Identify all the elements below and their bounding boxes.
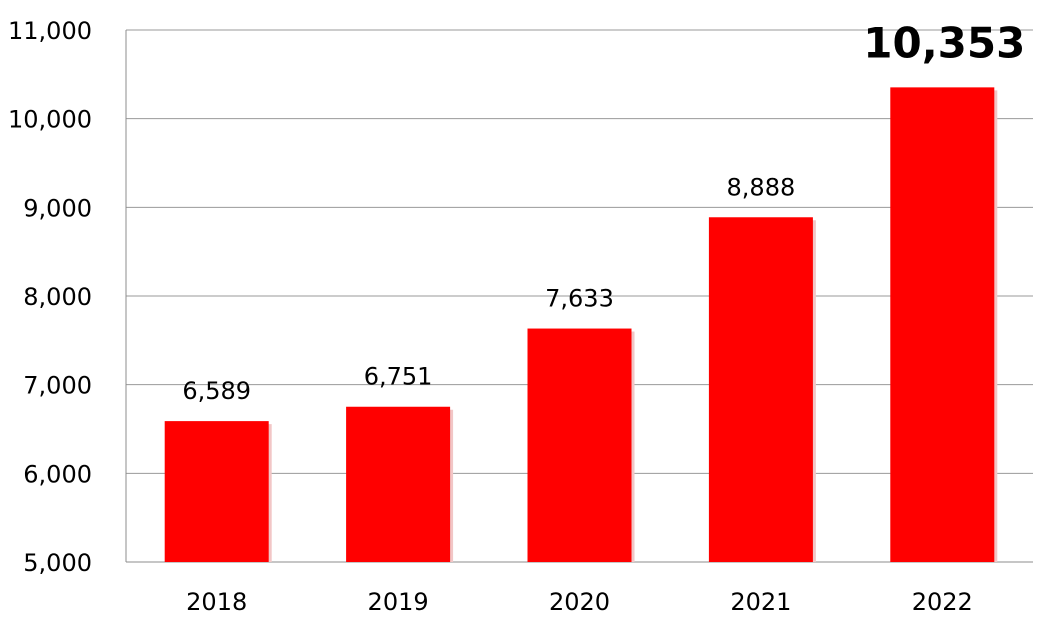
data-label: 6,589 xyxy=(182,377,251,405)
data-labels: 6,589 6,751 7,633 8,888 10,353 xyxy=(182,18,1025,405)
y-tick-label: 7,000 xyxy=(23,372,92,400)
bar-2020 xyxy=(527,328,632,562)
y-tick-label: 8,000 xyxy=(23,283,92,311)
data-label: 8,888 xyxy=(727,173,796,201)
x-tick-label: 2022 xyxy=(912,588,973,616)
x-tick-labels: 2018 2019 2020 2021 2022 xyxy=(186,588,973,616)
y-tick-label: 5,000 xyxy=(23,549,92,577)
x-tick-label: 2020 xyxy=(549,588,610,616)
bar-2022 xyxy=(890,87,995,562)
data-label-highlighted: 10,353 xyxy=(863,18,1025,67)
y-tick-labels: 5,000 6,000 7,000 8,000 9,000 10,000 11,000 xyxy=(8,17,92,577)
gridlines xyxy=(126,29,1033,474)
x-tick-label: 2019 xyxy=(368,588,429,616)
bars xyxy=(164,87,998,562)
data-label: 7,633 xyxy=(545,285,614,313)
x-tick-label: 2018 xyxy=(186,588,247,616)
data-label: 6,751 xyxy=(364,363,433,391)
bar-2019 xyxy=(346,406,451,562)
y-tick-label: 6,000 xyxy=(23,460,92,488)
y-tick-label: 9,000 xyxy=(23,194,92,222)
y-tick-label: 10,000 xyxy=(8,106,92,134)
x-tick-label: 2021 xyxy=(730,588,791,616)
y-tick-label: 11,000 xyxy=(8,17,92,45)
bar-2021 xyxy=(708,217,813,562)
bar-2018 xyxy=(164,421,269,562)
